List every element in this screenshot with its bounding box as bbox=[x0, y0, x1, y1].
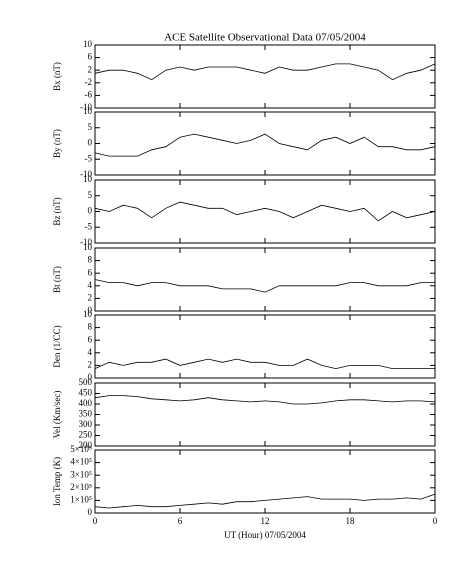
chart-title: ACE Satellite Observational Data 07/05/2… bbox=[164, 32, 366, 44]
y-tick-label: -10 bbox=[80, 102, 92, 112]
y-tick-label: 10 bbox=[83, 242, 93, 252]
x-tick-label: 12 bbox=[261, 516, 270, 526]
y-tick-label: -10 bbox=[80, 169, 92, 179]
data-line bbox=[94, 201, 436, 222]
y-tick-label: 10 bbox=[83, 174, 93, 184]
y-axis-label: Den (1/CC) bbox=[52, 325, 62, 367]
y-axis-label: Bx (nT) bbox=[52, 62, 62, 91]
y-tick-label: 400 bbox=[79, 398, 93, 408]
panel-frame bbox=[94, 449, 436, 514]
panel-frame bbox=[94, 44, 436, 109]
y-tick-label: 4 bbox=[88, 280, 93, 290]
y-tick-label: 0 bbox=[88, 507, 93, 517]
y-tick-label: 500 bbox=[79, 377, 93, 387]
y-tick-label: 450 bbox=[79, 388, 93, 398]
y-axis-label: Bz (nT) bbox=[52, 197, 62, 225]
y-tick-label: -2 bbox=[85, 77, 93, 87]
y-tick-label: 1×10⁵ bbox=[70, 494, 92, 504]
y-tick-label: 5 bbox=[88, 122, 93, 132]
y-tick-label: -5 bbox=[85, 221, 93, 231]
y-tick-label: 6 bbox=[88, 267, 93, 277]
panel-frame bbox=[94, 247, 436, 312]
y-tick-label: 10 bbox=[83, 39, 93, 49]
panel-frame bbox=[94, 179, 436, 244]
x-tick-label: 0 bbox=[433, 516, 438, 526]
y-tick-label: 0 bbox=[88, 206, 93, 216]
y-tick-label: 3×10⁵ bbox=[70, 469, 92, 479]
y-tick-label: 6 bbox=[88, 334, 93, 344]
y-tick-label: 0 bbox=[88, 372, 93, 382]
data-line bbox=[94, 279, 435, 293]
y-tick-label: 0 bbox=[88, 305, 93, 315]
y-tick-label: 250 bbox=[79, 430, 93, 440]
y-tick-label: 300 bbox=[79, 419, 93, 429]
data-line bbox=[94, 493, 436, 509]
x-tick-label: 6 bbox=[178, 516, 183, 526]
y-tick-label: 350 bbox=[79, 409, 93, 419]
panel-frame bbox=[94, 382, 436, 447]
y-tick-label: -6 bbox=[85, 89, 93, 99]
y-axis-label: By (nT) bbox=[52, 129, 62, 158]
y-tick-label: -5 bbox=[85, 153, 93, 163]
y-axis-label: Ion Temp (K) bbox=[52, 457, 62, 506]
y-tick-label: 2×10⁵ bbox=[70, 482, 92, 492]
y-tick-label: 10 bbox=[83, 106, 93, 116]
y-axis-label: Vel (Km/sec) bbox=[52, 391, 62, 439]
y-tick-label: 4 bbox=[88, 347, 93, 357]
x-axis-label: UT (Hour) 07/05/2004 bbox=[224, 530, 306, 540]
y-tick-label: 5×10⁵ bbox=[70, 444, 92, 454]
y-tick-label: 10 bbox=[83, 309, 93, 319]
data-line bbox=[94, 395, 436, 405]
y-tick-label: 8 bbox=[88, 322, 93, 332]
data-line bbox=[94, 133, 436, 157]
y-tick-label: 200 bbox=[79, 440, 93, 450]
y-axis-label: Bt (nT) bbox=[52, 266, 62, 293]
y-tick-label: 6 bbox=[88, 52, 93, 62]
panel-frame bbox=[94, 111, 436, 176]
y-tick-label: 0 bbox=[88, 138, 93, 148]
y-tick-label: -10 bbox=[80, 237, 92, 247]
y-tick-label: 8 bbox=[88, 255, 93, 265]
y-tick-label: 2 bbox=[88, 292, 93, 302]
x-tick-label: 0 bbox=[93, 516, 98, 526]
y-tick-label: 2 bbox=[88, 64, 93, 74]
data-line bbox=[94, 358, 435, 370]
y-tick-label: 2 bbox=[88, 359, 93, 369]
y-tick-label: 5 bbox=[88, 190, 93, 200]
data-line bbox=[94, 63, 436, 81]
x-tick-label: 18 bbox=[346, 516, 356, 526]
panel-frame bbox=[94, 314, 436, 379]
y-tick-label: 4×10⁵ bbox=[70, 457, 92, 467]
